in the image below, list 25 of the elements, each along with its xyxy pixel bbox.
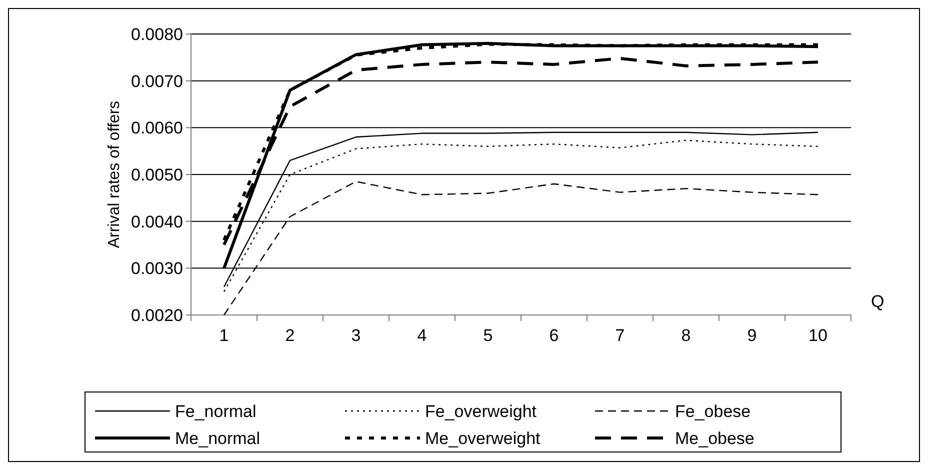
- x-tick-label: 8: [681, 326, 691, 345]
- x-tick-label: 6: [549, 326, 559, 345]
- x-axis-title: Q: [871, 292, 884, 311]
- y-tick-label: 0.0050: [131, 165, 183, 184]
- legend-label: Fe_normal: [175, 402, 256, 421]
- y-tick-label: 0.0080: [131, 24, 183, 44]
- x-tick-label: 1: [219, 326, 229, 345]
- x-tick-label: 7: [615, 326, 625, 345]
- x-tick-label: 9: [747, 326, 757, 345]
- y-axis-title: Arrival rates of offers: [106, 100, 123, 248]
- y-tick-label: 0.0070: [131, 72, 183, 91]
- legend-label: Me_overweight: [425, 428, 541, 448]
- legend-label: Me_normal: [175, 428, 260, 448]
- y-tick-label: 0.0020: [131, 306, 183, 325]
- legend-label: Me_obese: [675, 428, 754, 448]
- y-tick-label: 0.0040: [131, 212, 183, 232]
- x-tick-label: 5: [483, 326, 493, 345]
- x-tick-label: 3: [351, 326, 361, 345]
- y-tick-label: 0.0030: [131, 259, 183, 278]
- legend-label: Fe_obese: [675, 402, 751, 421]
- x-tick-label: 2: [285, 326, 295, 345]
- legend-label: Fe_overweight: [425, 402, 537, 421]
- x-tick-label: 4: [417, 326, 427, 345]
- x-tick-label: 10: [808, 326, 828, 345]
- y-tick-label: 0.0060: [131, 118, 183, 138]
